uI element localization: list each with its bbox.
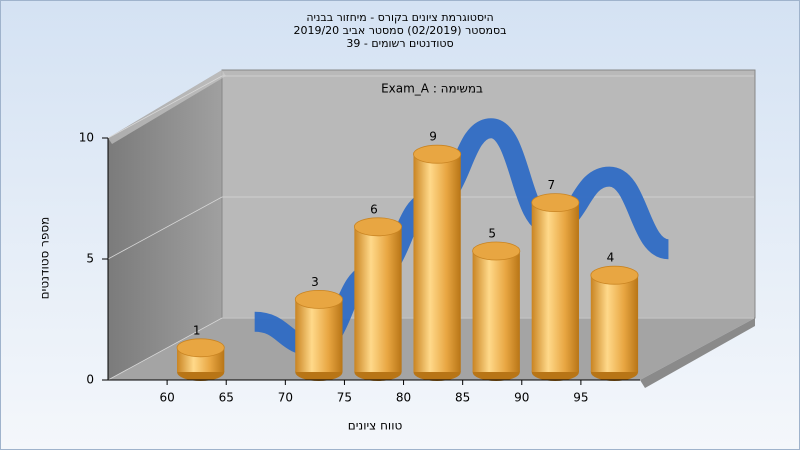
- x-tick-label: 60: [159, 391, 174, 405]
- y-tick-label: 5: [86, 252, 94, 266]
- bar-body: [472, 251, 520, 372]
- x-tick-label: 75: [337, 391, 352, 405]
- bar-top: [176, 338, 225, 358]
- data-label: 5: [488, 227, 496, 241]
- title: בסמסטר (02/2019) סמסטר אביב 2019/20: [293, 24, 506, 37]
- bar-top: [353, 217, 403, 237]
- floor-edge: [640, 318, 755, 388]
- bar-top: [294, 289, 343, 309]
- x-tick-label: 90: [514, 391, 529, 405]
- grid-line: [107, 75, 754, 139]
- bar: [413, 144, 462, 381]
- x-tick-label: 80: [396, 391, 411, 405]
- x-tick-label: 85: [455, 391, 470, 405]
- bar: [176, 338, 225, 381]
- data-label: 3: [311, 275, 319, 289]
- data-label: 1: [193, 323, 201, 337]
- bar: [294, 289, 343, 381]
- bar-top: [531, 193, 580, 213]
- y-tick-label: 10: [79, 131, 94, 145]
- bar-top: [590, 265, 639, 285]
- bar-body: [295, 299, 343, 372]
- x-tick-label: 70: [278, 391, 293, 405]
- x-tick-label: 65: [219, 391, 234, 405]
- x-axis-label: טווח ציונים: [348, 419, 403, 433]
- title: היסטוגרמת ציונים בקורס - מיחזור בבניה: [306, 11, 493, 24]
- data-label: 6: [370, 202, 378, 216]
- bar-body: [531, 202, 579, 372]
- plot: 1 3 6 9 5 7 4: [107, 75, 754, 381]
- bar-top: [413, 144, 462, 164]
- annotation: במשימה : Exam_A: [381, 82, 483, 96]
- bar: [353, 217, 403, 381]
- left-wall: [108, 70, 222, 380]
- x-tick-label: 95: [573, 391, 588, 405]
- bar-body: [590, 275, 639, 372]
- title: סטודנטים רשומים - 39: [346, 37, 453, 50]
- bar: [472, 241, 521, 381]
- y-axis-label: מספר סטודנטים: [38, 217, 52, 300]
- wall-edge: [108, 70, 226, 144]
- bar-top: [472, 241, 521, 261]
- data-label: 9: [429, 130, 437, 144]
- bar-body: [413, 154, 461, 372]
- data-label: 4: [607, 251, 615, 265]
- y-tick-label: 0: [86, 373, 94, 387]
- bar-body: [354, 226, 402, 372]
- data-label: 7: [548, 178, 556, 192]
- bar: [590, 265, 639, 381]
- bar: [531, 193, 580, 381]
